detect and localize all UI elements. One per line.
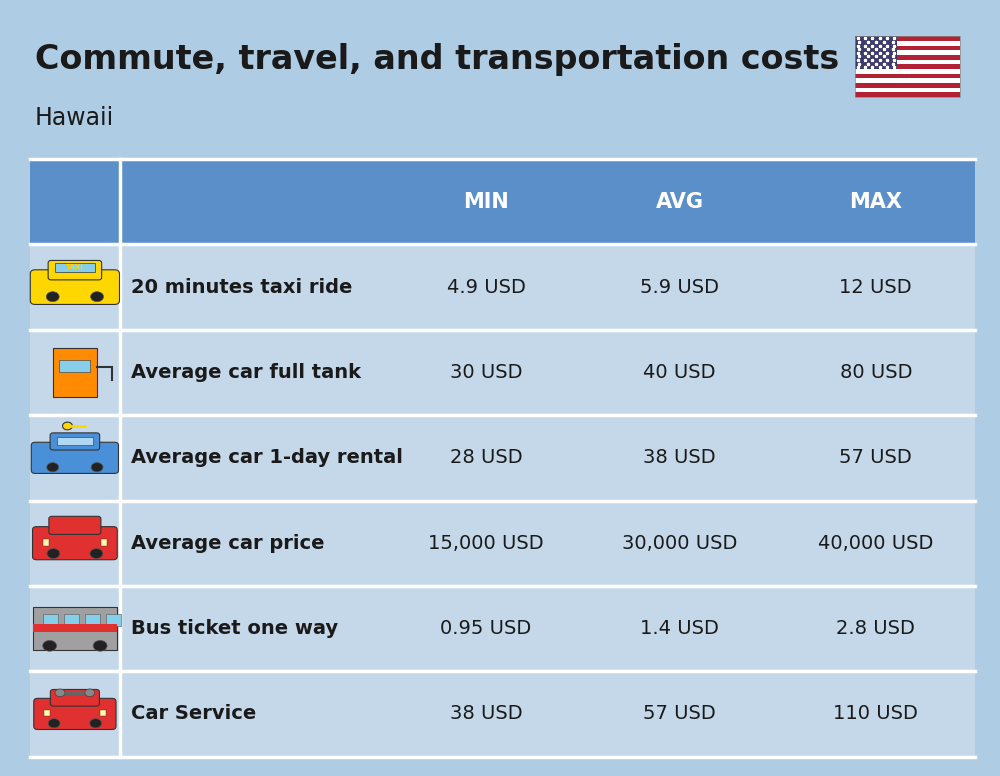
FancyBboxPatch shape xyxy=(855,60,960,64)
FancyBboxPatch shape xyxy=(59,360,90,372)
Text: 38 USD: 38 USD xyxy=(450,705,522,723)
FancyBboxPatch shape xyxy=(43,539,49,546)
Circle shape xyxy=(46,292,59,302)
FancyBboxPatch shape xyxy=(30,586,975,671)
Text: 2.8 USD: 2.8 USD xyxy=(836,619,915,638)
FancyBboxPatch shape xyxy=(57,437,93,445)
FancyBboxPatch shape xyxy=(855,64,960,69)
FancyBboxPatch shape xyxy=(53,348,97,397)
FancyBboxPatch shape xyxy=(48,261,102,280)
Text: 5.9 USD: 5.9 USD xyxy=(640,278,719,296)
FancyBboxPatch shape xyxy=(44,710,50,716)
Circle shape xyxy=(85,689,95,697)
FancyBboxPatch shape xyxy=(100,710,106,716)
Text: Car Service: Car Service xyxy=(131,705,256,723)
Text: 20 minutes taxi ride: 20 minutes taxi ride xyxy=(131,278,352,296)
Text: Average car full tank: Average car full tank xyxy=(131,363,361,382)
Text: 15,000 USD: 15,000 USD xyxy=(428,534,544,553)
FancyBboxPatch shape xyxy=(855,69,960,74)
FancyBboxPatch shape xyxy=(43,614,58,626)
Circle shape xyxy=(91,462,103,472)
Text: 28 USD: 28 USD xyxy=(450,449,522,467)
Text: TAXI: TAXI xyxy=(66,264,84,270)
FancyBboxPatch shape xyxy=(55,262,95,272)
Text: 80 USD: 80 USD xyxy=(840,363,912,382)
Circle shape xyxy=(43,640,57,651)
Text: 57 USD: 57 USD xyxy=(839,449,912,467)
Text: 30 USD: 30 USD xyxy=(450,363,522,382)
FancyBboxPatch shape xyxy=(85,614,100,626)
FancyBboxPatch shape xyxy=(33,608,117,650)
FancyBboxPatch shape xyxy=(106,614,121,626)
Text: 4.9 USD: 4.9 USD xyxy=(447,278,525,296)
Circle shape xyxy=(90,719,102,728)
FancyBboxPatch shape xyxy=(33,527,117,559)
FancyBboxPatch shape xyxy=(855,88,960,92)
FancyBboxPatch shape xyxy=(30,671,975,757)
Text: 38 USD: 38 USD xyxy=(643,449,716,467)
Text: 57 USD: 57 USD xyxy=(643,705,716,723)
FancyBboxPatch shape xyxy=(855,55,960,60)
Text: Hawaii: Hawaii xyxy=(35,106,114,130)
FancyBboxPatch shape xyxy=(50,689,99,706)
Circle shape xyxy=(93,640,107,651)
Text: Average car 1-day rental: Average car 1-day rental xyxy=(131,449,403,467)
FancyBboxPatch shape xyxy=(50,433,100,450)
FancyBboxPatch shape xyxy=(30,270,119,304)
Text: Bus ticket one way: Bus ticket one way xyxy=(131,619,338,638)
Circle shape xyxy=(47,462,59,472)
FancyBboxPatch shape xyxy=(855,41,960,46)
Text: Average car price: Average car price xyxy=(131,534,325,553)
FancyBboxPatch shape xyxy=(30,415,975,501)
Circle shape xyxy=(90,549,103,559)
FancyBboxPatch shape xyxy=(64,614,79,626)
Text: Commute, travel, and transportation costs: Commute, travel, and transportation cost… xyxy=(35,43,839,76)
FancyBboxPatch shape xyxy=(30,501,975,586)
FancyBboxPatch shape xyxy=(855,46,960,50)
Circle shape xyxy=(91,292,103,302)
Text: 1.4 USD: 1.4 USD xyxy=(640,619,719,638)
Text: 40,000 USD: 40,000 USD xyxy=(818,534,933,553)
FancyBboxPatch shape xyxy=(30,244,975,330)
Circle shape xyxy=(55,689,65,697)
FancyBboxPatch shape xyxy=(855,50,960,55)
Circle shape xyxy=(63,422,72,430)
FancyBboxPatch shape xyxy=(30,330,975,415)
FancyBboxPatch shape xyxy=(49,516,101,535)
Text: 12 USD: 12 USD xyxy=(839,278,912,296)
FancyBboxPatch shape xyxy=(855,92,960,97)
Circle shape xyxy=(48,719,60,728)
Text: AVG: AVG xyxy=(656,192,704,212)
FancyBboxPatch shape xyxy=(855,83,960,88)
Text: MAX: MAX xyxy=(849,192,902,212)
FancyBboxPatch shape xyxy=(855,78,960,83)
Text: MIN: MIN xyxy=(463,192,509,212)
Text: 30,000 USD: 30,000 USD xyxy=(622,534,737,553)
FancyBboxPatch shape xyxy=(855,36,897,69)
FancyBboxPatch shape xyxy=(30,159,975,244)
FancyBboxPatch shape xyxy=(855,36,960,41)
Text: 110 USD: 110 USD xyxy=(833,705,918,723)
Circle shape xyxy=(47,549,60,559)
FancyBboxPatch shape xyxy=(33,625,117,632)
FancyBboxPatch shape xyxy=(855,74,960,78)
Text: 40 USD: 40 USD xyxy=(643,363,716,382)
FancyBboxPatch shape xyxy=(34,698,116,729)
Text: 0.95 USD: 0.95 USD xyxy=(440,619,532,638)
FancyBboxPatch shape xyxy=(31,442,118,473)
FancyBboxPatch shape xyxy=(101,539,107,546)
